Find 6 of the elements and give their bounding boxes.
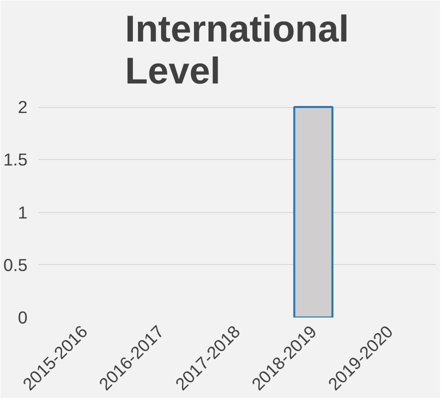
chart-title: International Level (125, 8, 350, 92)
y-tick-label: 1 (18, 202, 28, 222)
y-tick-label: 1.5 (3, 150, 28, 170)
y-tick-label: 2 (18, 97, 28, 118)
y-tick-label: 0 (18, 308, 28, 328)
y-tick-label: 0.5 (3, 254, 28, 275)
